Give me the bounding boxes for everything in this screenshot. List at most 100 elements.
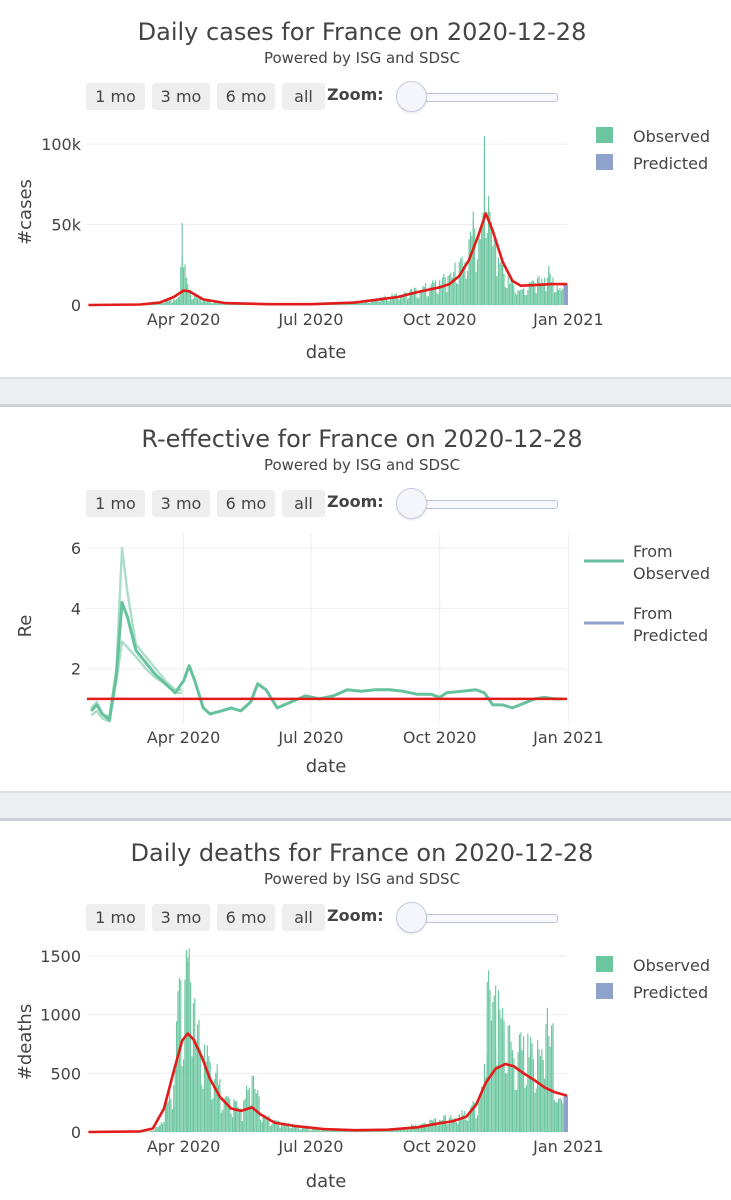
observed-bar — [401, 294, 403, 305]
legend-observed-swatch[interactable] — [596, 127, 613, 143]
range-6mo-button[interactable]: 6 mo — [217, 904, 275, 931]
observed-bar — [406, 299, 409, 305]
observed-bar — [168, 300, 171, 305]
observed-bar — [233, 1099, 235, 1132]
observed-bar — [506, 287, 508, 305]
observed-bar — [387, 300, 389, 305]
observed-bar — [149, 1131, 151, 1132]
observed-bar — [425, 282, 427, 305]
observed-bar — [537, 277, 539, 305]
observed-bar — [275, 1120, 277, 1132]
observed-bar — [173, 299, 175, 305]
range-3mo-button[interactable]: 3 mo — [152, 490, 210, 517]
observed-bar — [496, 1065, 498, 1132]
observed-bar — [482, 1090, 484, 1132]
observed-bar — [530, 282, 532, 305]
observed-bar — [521, 1050, 523, 1132]
range-all-button[interactable]: all — [282, 83, 325, 110]
range-3mo-button[interactable]: 3 mo — [152, 904, 210, 931]
observed-bar — [460, 258, 462, 305]
observed-bar — [450, 272, 452, 305]
range-all-button[interactable]: all — [282, 904, 325, 931]
zoom-slider-handle[interactable] — [396, 488, 427, 519]
observed-bar — [492, 1002, 494, 1132]
observed-bar — [161, 303, 164, 305]
observed-bar — [311, 1127, 313, 1132]
observed-bar — [325, 1129, 327, 1132]
observed-bar — [490, 221, 493, 305]
observed-bar — [215, 301, 217, 305]
re-x-label: date — [306, 756, 347, 777]
observed-bar — [205, 1061, 207, 1132]
legend-from-predicted-label[interactable]: From Predicted — [633, 604, 708, 645]
observed-bar — [292, 1123, 294, 1132]
observed-bar — [467, 271, 469, 305]
legend-predicted-swatch[interactable] — [596, 154, 613, 170]
observed-bar — [560, 1099, 562, 1132]
observed-bar — [475, 271, 477, 305]
predicted-bar — [563, 1095, 566, 1132]
observed-bar — [418, 1128, 420, 1132]
observed-bar — [153, 1130, 155, 1132]
observed-bar — [156, 1126, 158, 1132]
legend-predicted-swatch[interactable] — [596, 983, 613, 999]
range-1mo-button[interactable]: 1 mo — [86, 490, 145, 517]
observed-bar — [206, 300, 208, 305]
observed-bar — [446, 1124, 448, 1132]
observed-bar — [406, 1129, 409, 1132]
legend-predicted-label[interactable]: Predicted — [633, 983, 708, 1002]
observed-bar — [538, 1049, 540, 1132]
zoom-slider-handle[interactable] — [396, 81, 427, 112]
observed-bar — [553, 292, 555, 305]
observed-bar — [426, 296, 428, 305]
observed-bar — [457, 283, 459, 305]
deaths-subtitle: Powered by ISG and SDSC — [263, 870, 461, 888]
observed-bar — [241, 1120, 243, 1132]
range-1mo-button[interactable]: 1 mo — [86, 904, 145, 931]
observed-bar — [472, 221, 474, 305]
observed-bar — [443, 273, 445, 305]
observed-bar — [196, 1024, 199, 1132]
observed-bar — [474, 228, 476, 305]
panel-separator — [0, 791, 731, 821]
legend-observed-swatch[interactable] — [596, 956, 613, 972]
observed-bar — [555, 292, 557, 305]
observed-bar — [170, 299, 172, 305]
legend-observed-label[interactable]: Observed — [633, 127, 710, 146]
observed-bar — [488, 205, 490, 305]
observed-bar — [402, 294, 404, 305]
observed-bar — [454, 262, 456, 305]
observed-bar — [432, 1120, 434, 1132]
range-all-button[interactable]: all — [282, 490, 325, 517]
re-panel: R-effective for France on 2020-12-28 Pow… — [0, 407, 731, 791]
observed-bar — [168, 1090, 171, 1132]
observed-bar — [163, 1121, 165, 1132]
observed-bar — [475, 1118, 477, 1132]
observed-bar — [427, 295, 430, 305]
observed-bar — [293, 1124, 295, 1132]
legend-observed-label[interactable]: Observed — [633, 956, 710, 975]
observed-bar — [187, 284, 189, 305]
observed-bar — [441, 1120, 444, 1132]
deaths-title: Daily deaths for France on 2020-12-28 — [130, 839, 594, 867]
legend-predicted-label[interactable]: Predicted — [633, 154, 708, 173]
observed-bar — [511, 1049, 513, 1132]
observed-bar — [444, 277, 446, 305]
observed-bar — [462, 1115, 465, 1132]
observed-bar — [542, 284, 544, 305]
zoom-slider-handle[interactable] — [396, 902, 427, 933]
observed-bar — [357, 1130, 360, 1132]
observed-bar — [521, 289, 523, 305]
range-6mo-button[interactable]: 6 mo — [217, 490, 275, 517]
range-3mo-button[interactable]: 3 mo — [152, 83, 210, 110]
range-1mo-button[interactable]: 1 mo — [86, 83, 145, 110]
legend-from-observed-label[interactable]: From Observed — [633, 542, 710, 583]
observed-bar — [537, 1040, 539, 1132]
observed-bar — [247, 1089, 249, 1132]
observed-bar — [485, 237, 487, 305]
observed-bar — [418, 298, 420, 305]
observed-bar — [419, 290, 421, 305]
range-6mo-button[interactable]: 6 mo — [217, 83, 275, 110]
observed-bar — [451, 1118, 453, 1132]
observed-bar — [373, 299, 375, 305]
